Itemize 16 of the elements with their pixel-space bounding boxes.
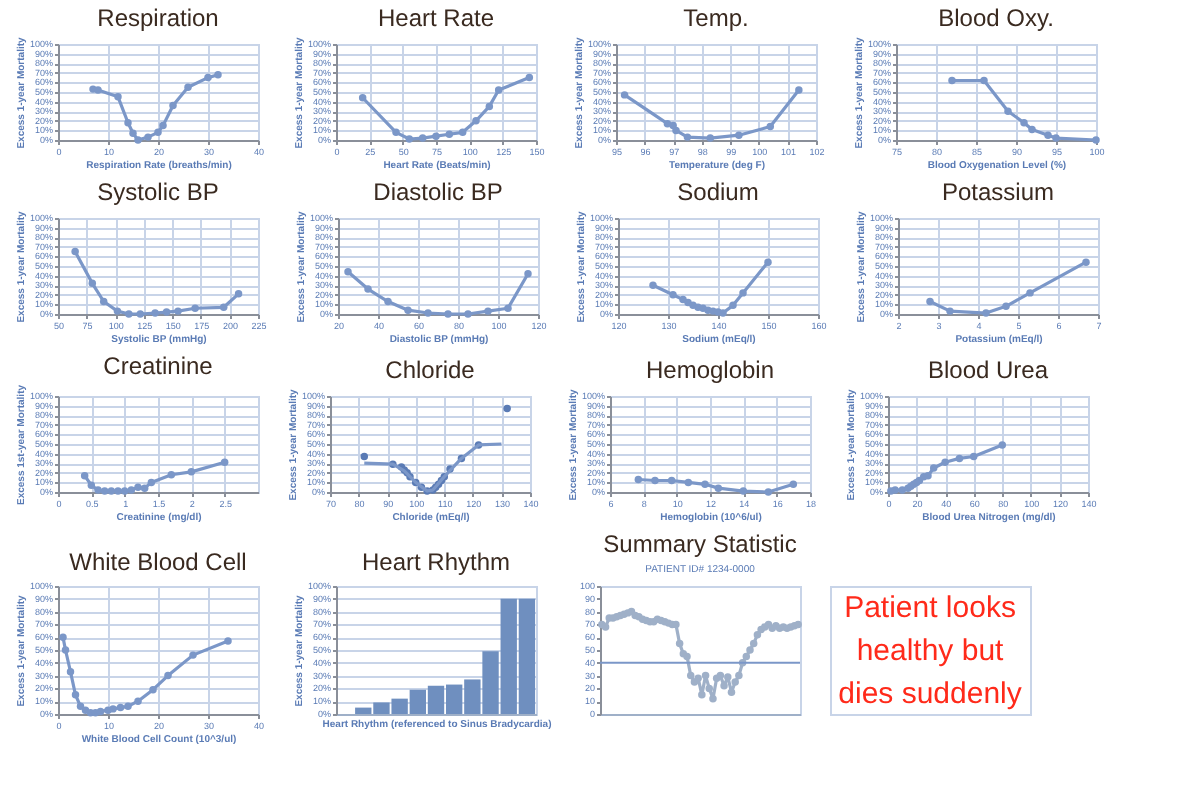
chart-title: Blood Oxy.: [938, 4, 1054, 33]
chart-title: Summary Statistic: [603, 530, 797, 558]
chart-title: Chloride: [385, 356, 476, 385]
text: Patient looks healthy but dies suddenly: [838, 591, 1023, 711]
chart-title: Systolic BP: [97, 178, 219, 207]
chart-title: Sodium: [677, 178, 759, 207]
chart-title: Heart Rate: [377, 4, 495, 33]
chart-title: Heart Rhythm: [361, 548, 511, 576]
chart-title: Temp.: [683, 4, 749, 33]
chart-title: Hemoglobin: [645, 356, 775, 385]
chart-title: White Blood Cell: [69, 548, 247, 576]
chart-title: Blood Urea: [927, 356, 1049, 385]
chart-title: Respiration: [97, 4, 219, 33]
chart-title: Creatinine: [103, 351, 214, 380]
chart-title: Diastolic BP: [373, 178, 503, 207]
chart-title: Potassium: [941, 178, 1055, 207]
